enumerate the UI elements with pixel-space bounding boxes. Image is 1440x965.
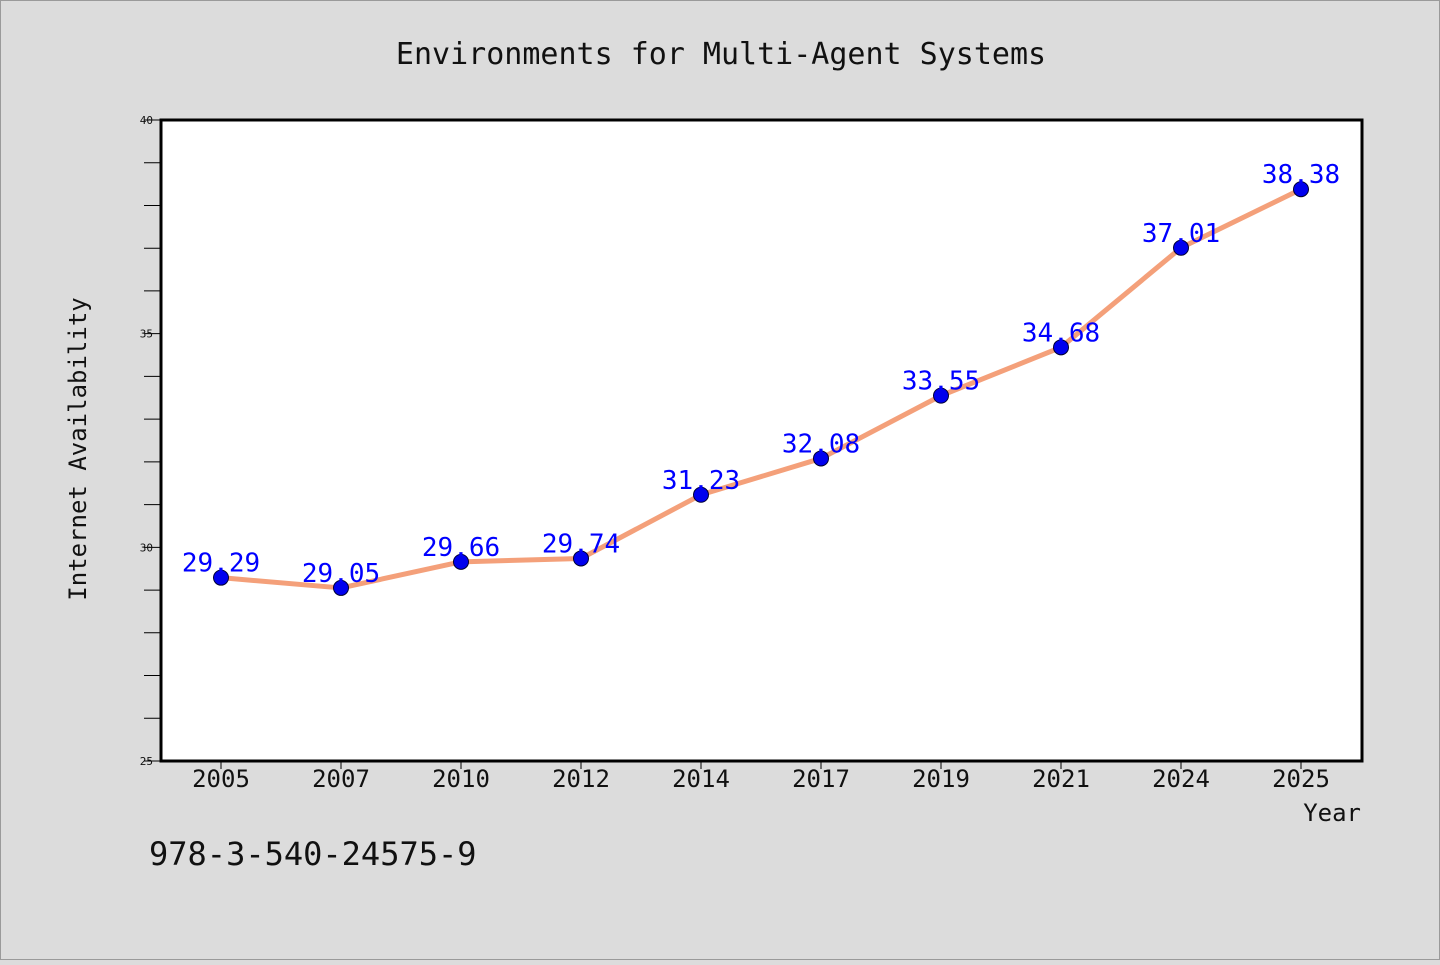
series-line	[220, 186, 1303, 591]
data-point	[933, 387, 949, 404]
x-axis-ticks: 2005 2007 2010 2012 2014 2017 2019 2021 2024 2025	[192, 761, 1330, 793]
y-axis-ticks: 25 30 35 40	[140, 114, 161, 768]
x-tick-label: 2021	[1032, 765, 1090, 793]
data-label: 34.68	[1022, 318, 1100, 348]
x-tick-label: 2012	[552, 765, 610, 793]
data-point	[1173, 239, 1189, 256]
y-axis-label: Internet Availability	[64, 297, 92, 600]
x-tick-label: 2005	[192, 765, 250, 793]
data-label: 29.05	[302, 559, 380, 589]
data-point	[813, 450, 829, 467]
x-tick-label: 2017	[792, 765, 850, 793]
data-point	[573, 550, 589, 567]
x-tick-label: 2007	[312, 765, 370, 793]
footer-isbn: 978-3-540-24575-9	[149, 835, 477, 873]
x-axis-label: Year	[1303, 799, 1361, 827]
data-label: 32.08	[782, 429, 860, 459]
data-label: 29.74	[542, 529, 620, 559]
data-label: 33.55	[902, 367, 980, 397]
data-point	[333, 579, 349, 596]
x-tick-label: 2014	[672, 765, 730, 793]
data-label: 29.66	[422, 533, 500, 563]
data-point	[453, 553, 469, 570]
data-point	[1053, 339, 1069, 356]
data-label: 31.23	[662, 466, 740, 496]
x-tick-label: 2019	[912, 765, 970, 793]
x-tick-label: 2024	[1152, 765, 1210, 793]
x-tick-label: 2010	[432, 765, 490, 793]
y-tick-label: 35	[140, 328, 153, 341]
data-point	[693, 486, 709, 503]
data-point	[213, 569, 229, 586]
data-point	[1293, 181, 1309, 198]
data-label: 37.01	[1142, 219, 1220, 249]
series-layer: 29.29 29.05 29.66 29.74 31.23 32.08 33.55 34.68…	[182, 160, 1340, 596]
data-label: 38.38	[1262, 160, 1340, 190]
data-label: 29.29	[182, 549, 260, 579]
x-tick-label: 2025	[1272, 765, 1330, 793]
chart-title: Environments for Multi-Agent Systems	[396, 37, 1046, 72]
y-tick-label: 30	[140, 541, 153, 554]
plot-area	[159, 118, 1364, 763]
y-tick-label: 25	[140, 755, 153, 768]
y-tick-label: 40	[140, 114, 153, 127]
